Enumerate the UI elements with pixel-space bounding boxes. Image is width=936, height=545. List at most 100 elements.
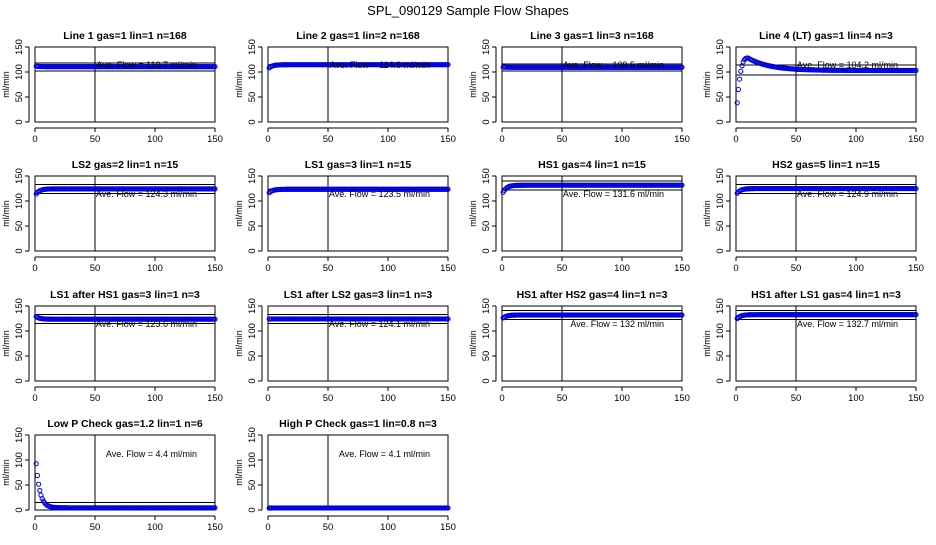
y-tick-label: 0 xyxy=(14,507,25,512)
y-tick-label: 150 xyxy=(715,39,726,55)
data-point xyxy=(734,100,740,106)
y-tick-label: 0 xyxy=(715,378,726,383)
data-point xyxy=(679,182,685,188)
chart-panel: HS1 after LS1 gas=4 lin=1 n=3 0 50 100 150 0 5… xyxy=(702,289,924,404)
panel-title: HS1 after HS2 gas=4 lin=1 n=3 xyxy=(517,289,668,301)
x-tick-label: 100 xyxy=(147,522,163,533)
x-tick-label: 150 xyxy=(674,263,690,274)
x-tick-label: 0 xyxy=(32,522,37,533)
x-tick-label: 150 xyxy=(207,134,223,145)
y-tick-label: 0 xyxy=(14,248,25,253)
y-tick-label: 150 xyxy=(481,168,492,184)
y-tick-label: 0 xyxy=(481,378,492,383)
y-tick-label: 150 xyxy=(14,427,25,443)
ave-flow-label: Ave. Flow = 132 ml/min xyxy=(570,319,664,329)
y-tick-label: 150 xyxy=(481,39,492,55)
chart-panel: Line 2 gas=1 lin=2 n=168 0 50 100 150 0 50 100 1… xyxy=(234,30,456,145)
ave-flow-label: Ave. Flow = 4.4 ml/min xyxy=(106,449,197,459)
plot-frame xyxy=(34,175,216,252)
x-tick-label: 0 xyxy=(499,134,504,145)
chart-panel: Low P Check gas=1.2 lin=1 n=6 0 50 100 150 0 5… xyxy=(1,418,223,533)
plot-frame xyxy=(267,434,449,511)
chart-panel: Line 1 gas=1 lin=1 n=168 0 50 100 150 0 50 100 1… xyxy=(1,30,223,145)
data-point xyxy=(679,64,685,70)
ave-flow-label: Ave. Flow = 124.3 ml/min xyxy=(96,189,197,199)
y-tick-label: 0 xyxy=(481,119,492,124)
plot-frame xyxy=(34,46,216,123)
plot-frame xyxy=(34,434,216,511)
y-axis-label: ml/min xyxy=(468,200,478,227)
y-tick-label: 0 xyxy=(715,119,726,124)
plot-frame xyxy=(735,305,917,382)
x-tick-label: 150 xyxy=(440,522,456,533)
y-axis-label: ml/min xyxy=(1,459,11,486)
x-tick-label: 50 xyxy=(90,263,101,274)
y-axis-label: ml/min xyxy=(468,71,478,98)
data-points xyxy=(33,63,218,70)
y-tick-label: 100 xyxy=(481,323,492,339)
data-point xyxy=(36,481,42,487)
data-points xyxy=(734,312,919,322)
data-points xyxy=(33,313,218,322)
x-tick-label: 100 xyxy=(848,393,864,404)
chart-panel: Line 3 gas=1 lin=3 n=168 0 50 100 150 0 50 100 1… xyxy=(468,30,690,145)
chart-panel: HS1 gas=4 lin=1 n=15 0 50 100 150 0 50 100 150 ml… xyxy=(468,159,690,274)
y-axis-label: ml/min xyxy=(468,330,478,357)
x-tick-label: 50 xyxy=(557,134,568,145)
y-tick-label: 50 xyxy=(481,351,492,362)
chart-panel: LS1 after HS1 gas=3 lin=1 n=3 0 50 100 150 0 5… xyxy=(1,289,223,404)
x-tick-label: 0 xyxy=(733,134,738,145)
x-tick-label: 150 xyxy=(207,522,223,533)
y-tick-label: 100 xyxy=(481,193,492,209)
y-tick-label: 100 xyxy=(247,193,258,209)
chart-panel: High P Check gas=1 lin=0.8 n=3 0 50 100 150 0… xyxy=(234,418,456,533)
data-point xyxy=(212,316,218,322)
y-tick-label: 100 xyxy=(247,323,258,339)
ave-flow-label: Ave. Flow = 4.1 ml/min xyxy=(339,449,430,459)
panel-title: LS1 after HS1 gas=3 lin=1 n=3 xyxy=(50,289,200,301)
x-tick-label: 100 xyxy=(848,134,864,145)
y-tick-label: 100 xyxy=(14,323,25,339)
x-tick-label: 0 xyxy=(265,263,270,274)
data-points xyxy=(266,186,451,196)
data-points xyxy=(500,64,685,70)
chart-panel: LS2 gas=2 lin=1 n=15 0 50 100 150 0 50 100 150 ml… xyxy=(1,159,223,274)
x-tick-label: 0 xyxy=(733,393,738,404)
y-tick-label: 50 xyxy=(247,351,258,362)
data-points xyxy=(500,182,685,195)
x-tick-label: 100 xyxy=(614,393,630,404)
data-points xyxy=(734,55,919,106)
x-tick-label: 100 xyxy=(614,134,630,145)
y-tick-label: 50 xyxy=(715,92,726,103)
x-tick-label: 50 xyxy=(323,134,334,145)
panel-title: Low P Check gas=1.2 lin=1 n=6 xyxy=(47,418,202,430)
panel-title: Line 2 gas=1 lin=2 n=168 xyxy=(296,30,420,42)
ave-flow-label: Ave. Flow = 114.6 ml/min xyxy=(330,60,430,70)
x-tick-label: 0 xyxy=(265,134,270,145)
x-tick-label: 150 xyxy=(440,393,456,404)
y-tick-label: 50 xyxy=(14,221,25,232)
y-tick-label: 0 xyxy=(247,378,258,383)
y-tick-label: 50 xyxy=(481,92,492,103)
y-axis-label: ml/min xyxy=(234,200,244,227)
y-tick-label: 150 xyxy=(247,427,258,443)
x-tick-label: 150 xyxy=(674,393,690,404)
x-tick-label: 50 xyxy=(557,263,568,274)
ave-flow-label: Ave. Flow = 124.9 ml/min xyxy=(797,189,898,199)
y-tick-label: 50 xyxy=(14,480,25,491)
data-point xyxy=(679,312,685,318)
x-tick-label: 0 xyxy=(32,263,37,274)
x-tick-label: 50 xyxy=(323,263,334,274)
y-tick-label: 0 xyxy=(247,119,258,124)
plot-frame xyxy=(501,175,683,252)
y-tick-label: 150 xyxy=(14,298,25,314)
data-point xyxy=(738,68,744,74)
plot-frame xyxy=(501,305,683,382)
data-point xyxy=(39,495,45,502)
y-tick-label: 100 xyxy=(247,452,258,468)
data-point xyxy=(445,316,451,322)
x-tick-label: 0 xyxy=(733,263,738,274)
data-point xyxy=(34,472,41,479)
